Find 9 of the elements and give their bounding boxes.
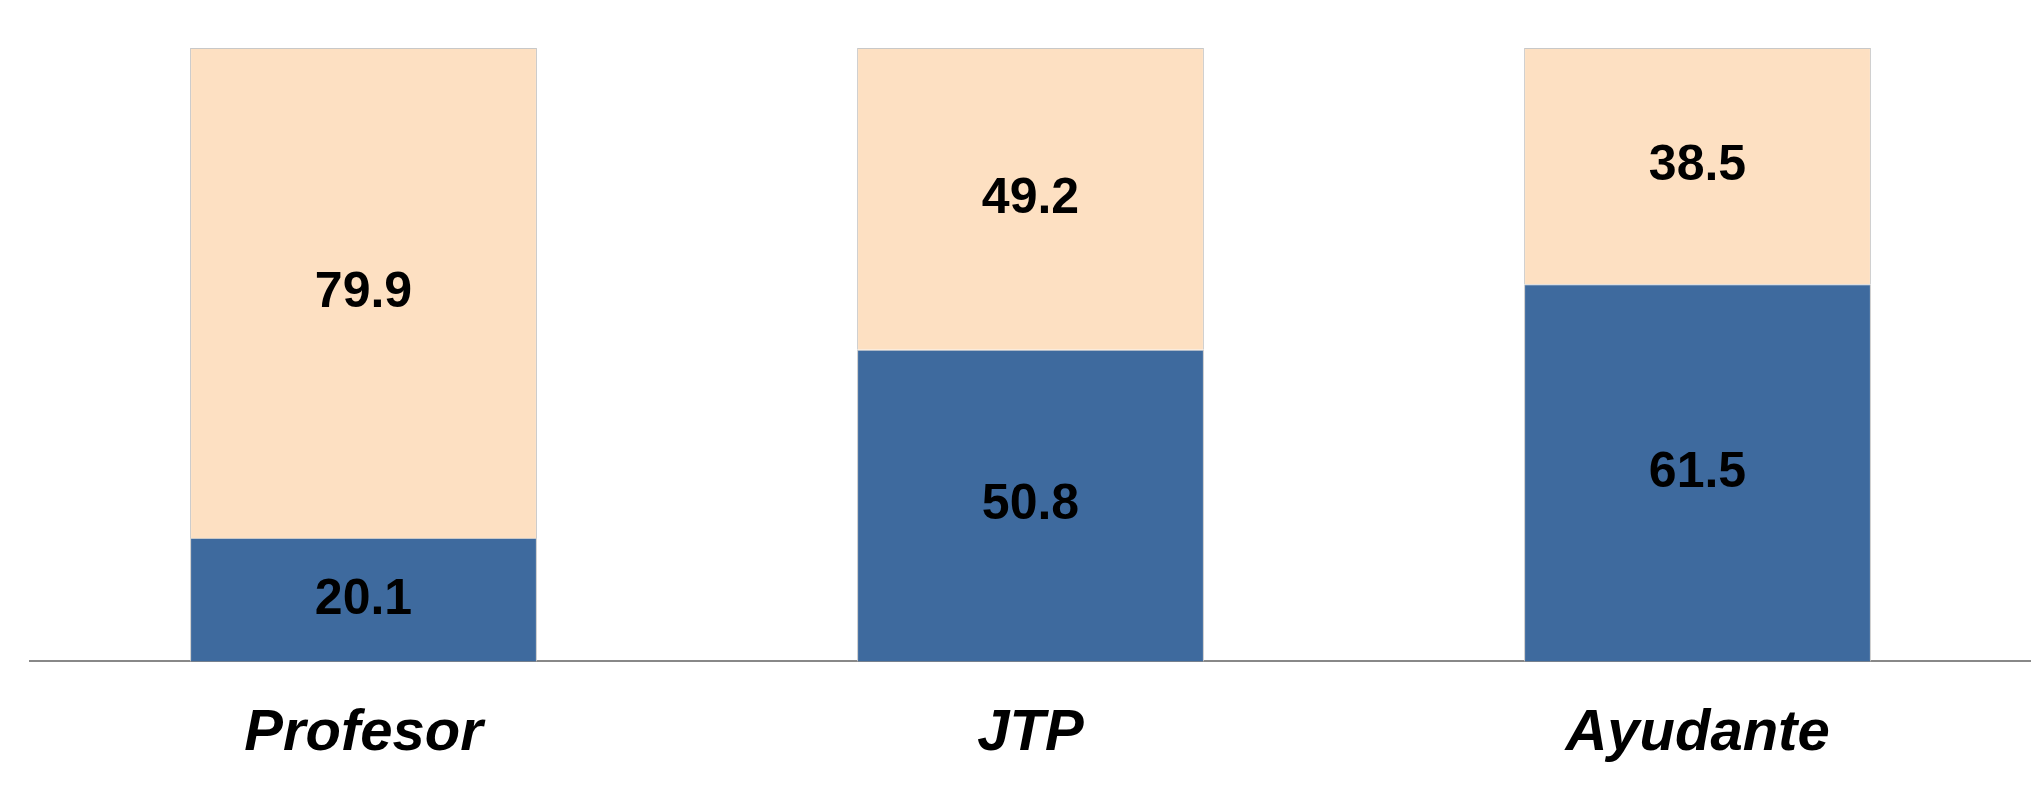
data-label: 38.5 (1648, 134, 1747, 191)
x-tick-label: Ayudante (1563, 697, 1830, 763)
data-label: 20.1 (314, 568, 413, 625)
x-tick-label: JTP (977, 697, 1084, 763)
data-label: 79.9 (314, 261, 413, 318)
data-label: 50.8 (981, 474, 1080, 531)
x-tick-label: Profesor (244, 697, 487, 763)
data-label: 49.2 (981, 167, 1080, 224)
data-label: 61.5 (1648, 441, 1747, 498)
